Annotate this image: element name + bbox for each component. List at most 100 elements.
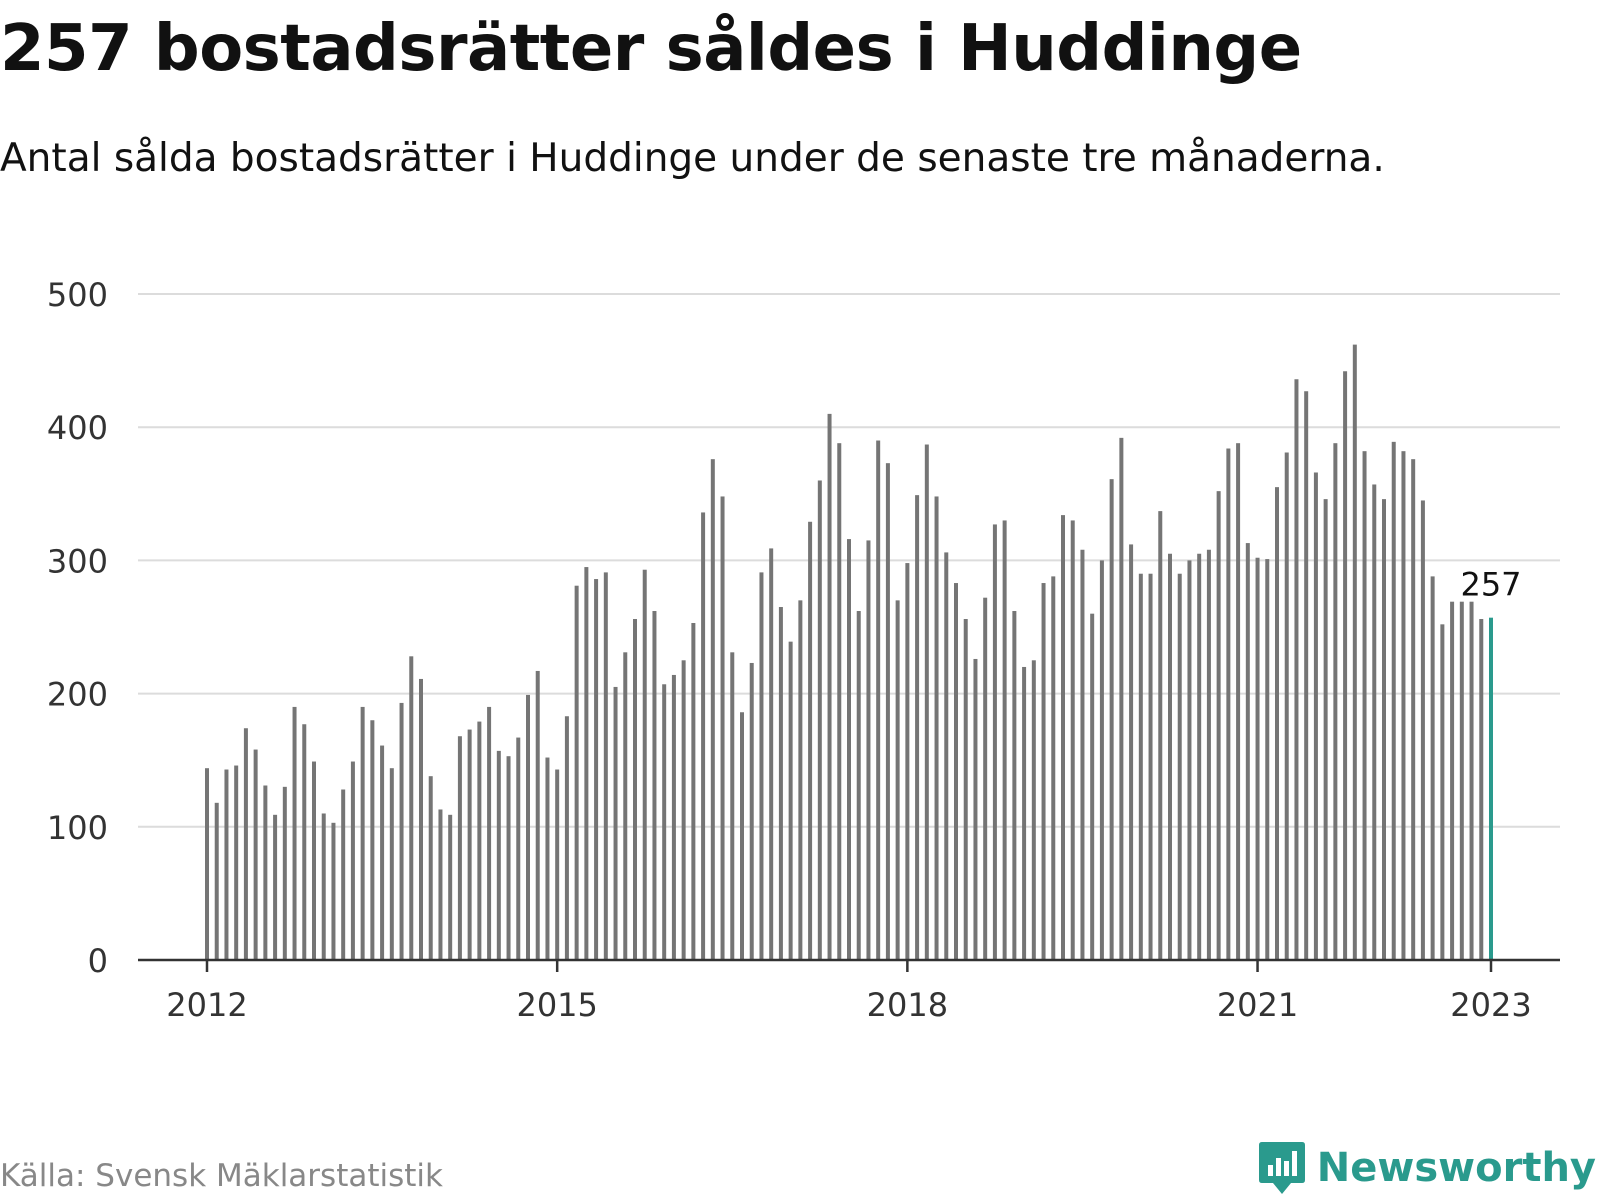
- bar: [457, 736, 462, 960]
- bar: [1382, 499, 1386, 960]
- bar: [633, 619, 637, 960]
- bar: [1099, 560, 1104, 960]
- bar: [973, 658, 978, 960]
- bar: [467, 729, 472, 960]
- bar: [1391, 441, 1396, 960]
- bar: [1226, 448, 1231, 960]
- bar: [477, 721, 482, 960]
- bar: [701, 512, 706, 960]
- bar: [1265, 559, 1270, 960]
- brand-logo: Newsworthy: [1257, 1140, 1596, 1196]
- bar: [1158, 511, 1163, 960]
- bar: [341, 789, 346, 960]
- chart-title: 257 bostadsrätter såldes i Huddinge: [0, 12, 1302, 86]
- bar: [564, 716, 569, 960]
- bar: [817, 480, 822, 960]
- bar: [662, 684, 667, 960]
- bars: [205, 344, 1493, 961]
- bar: [292, 706, 297, 960]
- bar: [243, 728, 248, 960]
- bar: [788, 641, 793, 960]
- bar: [1109, 479, 1114, 960]
- bar: [545, 757, 550, 960]
- bar: [749, 662, 754, 960]
- bar: [681, 660, 686, 960]
- x-axis: 2012 2015 2018 2021 2023: [138, 958, 1560, 1024]
- bar: [1343, 371, 1348, 960]
- last-value-label: 257: [1460, 566, 1521, 604]
- bar: [1197, 553, 1202, 960]
- bar: [380, 745, 385, 960]
- bar: [1119, 437, 1124, 960]
- bar: [1275, 487, 1279, 960]
- bar: [866, 540, 871, 960]
- bar: [1313, 472, 1318, 960]
- highlight-bar: [1489, 617, 1493, 960]
- bar: [1061, 515, 1065, 960]
- bar: [671, 674, 676, 960]
- bar: [1459, 601, 1464, 960]
- bar: [584, 567, 589, 960]
- bar: [360, 706, 365, 960]
- bar: [983, 597, 988, 960]
- bar: [234, 765, 239, 960]
- bar: [1420, 500, 1425, 960]
- y-tick-label: 400: [47, 409, 108, 447]
- bar-chart: 0 100 200 300 400 500 2012 2015 2018 2021 2023 25…: [47, 276, 1560, 1024]
- y-tick-label: 300: [47, 542, 108, 580]
- bar: [1041, 583, 1046, 960]
- bar: [856, 611, 861, 960]
- bar: [837, 443, 842, 960]
- y-tick-label: 100: [47, 809, 108, 847]
- bar: [1012, 611, 1017, 960]
- y-axis-tick-labels: 0 100 200 300 400 500: [47, 276, 108, 980]
- bar: [778, 607, 783, 960]
- x-tick-label: 2023: [1450, 986, 1531, 1024]
- bar: [963, 619, 968, 960]
- bar: [691, 623, 696, 960]
- newsworthy-bar-chart-icon: [1258, 1142, 1305, 1194]
- bar: [652, 611, 657, 960]
- bar: [642, 569, 647, 960]
- bar: [516, 737, 521, 960]
- bar: [594, 579, 599, 960]
- bar: [1401, 451, 1406, 960]
- bar: [409, 656, 414, 960]
- bar: [1080, 549, 1085, 960]
- bar: [1031, 660, 1036, 960]
- bar: [1022, 666, 1027, 960]
- bar: [613, 686, 618, 960]
- bar: [1372, 484, 1377, 960]
- bar: [1294, 379, 1299, 960]
- bar: [399, 702, 404, 960]
- bar: [915, 495, 920, 960]
- bar: [321, 813, 326, 960]
- bar: [954, 583, 958, 960]
- bar: [798, 600, 803, 960]
- bar: [419, 678, 423, 960]
- bar: [1362, 451, 1367, 960]
- bar: [487, 706, 492, 960]
- bar: [448, 814, 453, 960]
- bar: [1255, 557, 1260, 960]
- x-tick-label: 2018: [867, 986, 948, 1024]
- bar: [808, 521, 813, 960]
- bar: [1352, 344, 1357, 961]
- bar: [740, 712, 744, 960]
- bar: [1333, 443, 1338, 960]
- bar: [876, 440, 881, 960]
- bar: [205, 768, 209, 960]
- bar: [1440, 624, 1445, 960]
- bar: [370, 720, 375, 960]
- x-tick-label: 2021: [1217, 986, 1298, 1024]
- bar: [1430, 576, 1435, 960]
- bar: [1129, 544, 1134, 960]
- x-tick-label: 2012: [166, 986, 247, 1024]
- bar: [438, 809, 443, 960]
- bar: [1090, 613, 1095, 960]
- bar: [273, 814, 278, 960]
- bar: [496, 750, 501, 960]
- bar: [1051, 576, 1056, 960]
- bar: [535, 670, 540, 960]
- chart-subtitle: Antal sålda bostadsrätter i Huddinge und…: [0, 136, 1385, 181]
